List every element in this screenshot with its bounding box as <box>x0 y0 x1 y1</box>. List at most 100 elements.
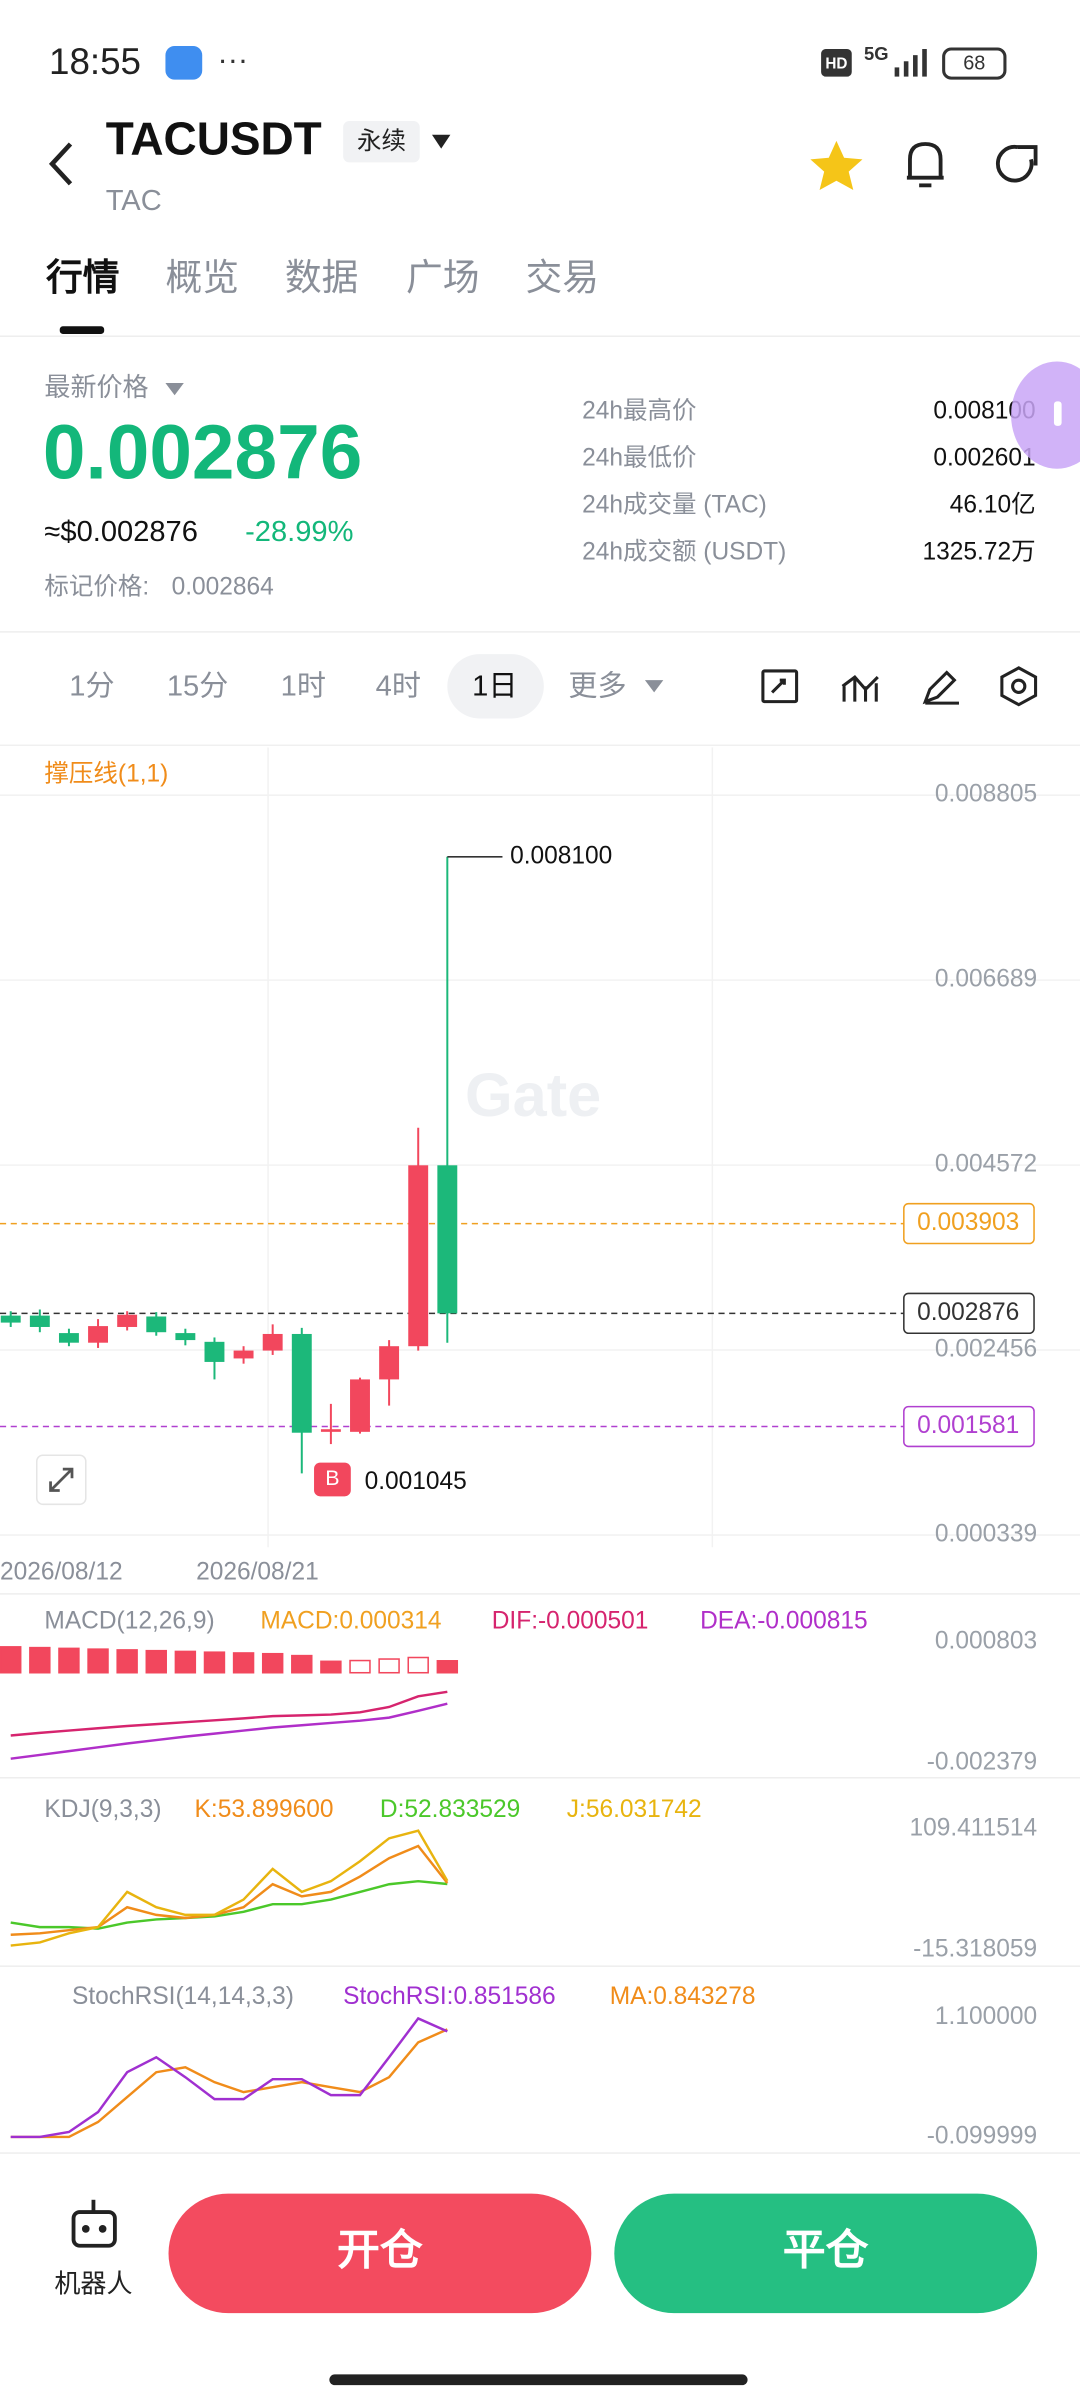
stoch-pane: StochRSI(14,14,3,3) StochRSI:0.851586 MA:0… <box>10 1983 1073 2149</box>
interval[interactable]: 15分 <box>167 671 228 703</box>
open-button[interactable] <box>168 2193 592 2314</box>
battery <box>942 47 1007 80</box>
home-indicator <box>329 2374 748 2386</box>
candle-body <box>29 1315 50 1327</box>
interval[interactable]: 1时 <box>281 670 326 703</box>
level-label: 0.001581 <box>917 1412 1019 1439</box>
candle-body <box>117 1314 138 1327</box>
date-label: 2026/08/21 <box>196 1559 319 1586</box>
macd-bar <box>145 1649 167 1674</box>
stat-value: 46.10亿 <box>950 491 1036 519</box>
macd-bar <box>407 1656 429 1674</box>
robot-eye <box>81 2225 90 2233</box>
y-tick-label: -0.099999 <box>927 2122 1037 2149</box>
candle-body <box>58 1333 79 1343</box>
macd-bar <box>58 1647 80 1674</box>
candle-body <box>350 1379 370 1432</box>
tab-indicator <box>59 326 105 334</box>
divider <box>0 1593 1080 1595</box>
open-label[interactable]: 开仓 <box>337 2227 423 2275</box>
tab[interactable]: 概览 <box>165 257 239 298</box>
candle-body <box>204 1341 225 1362</box>
close-label[interactable]: 平仓 <box>783 2227 869 2275</box>
divider <box>0 2152 1080 2154</box>
low-label: 0.001045 <box>365 1468 467 1495</box>
stat-label: 24h最高价 <box>582 397 696 425</box>
stat-label: 24h成交量 (TAC) <box>582 491 767 519</box>
y-tick-label: 0.000339 <box>935 1521 1037 1548</box>
y-tick-label: 0.008805 <box>935 781 1037 808</box>
indicator-line <box>10 2028 448 2139</box>
candle-body <box>408 1165 429 1347</box>
indicator-label: KDJ(9,3,3) <box>44 1796 161 1823</box>
indicator-line <box>10 1829 449 1947</box>
chart-tools[interactable] <box>761 666 1038 707</box>
hd-badge <box>821 49 852 77</box>
date-label: 2026/08/12 <box>0 1559 123 1586</box>
macd-bar <box>378 1658 400 1674</box>
candle-body <box>146 1316 167 1333</box>
robot-icon[interactable] <box>71 2199 117 2248</box>
buy-marker: B <box>325 1466 339 1490</box>
robot-label[interactable]: 机器人 <box>54 2268 132 2298</box>
y-tick-label: 0.006689 <box>935 966 1037 993</box>
candle-body <box>379 1346 400 1380</box>
indicator-label: StochRSI(14,14,3,3) <box>72 1983 294 2010</box>
indicator-label: MACD(12,26,9) <box>44 1608 214 1635</box>
divider <box>0 335 1080 338</box>
price-label: 最新价格 <box>44 372 148 402</box>
tab[interactable]: 行情 <box>46 257 120 298</box>
tag[interactable]: 永续 <box>357 127 406 155</box>
clock: 18:55 <box>49 41 141 82</box>
y-tick-label: 0.004572 <box>935 1151 1037 1178</box>
interval[interactable]: 4时 <box>376 670 421 703</box>
back[interactable] <box>48 142 73 186</box>
signal <box>894 49 927 77</box>
close-button[interactable] <box>614 2193 1038 2314</box>
expand-icon <box>49 1467 74 1492</box>
price-chart: 0.000339 0.002456 0.004572 0.006689 0.008805… <box>0 747 1080 1548</box>
more-dropdown[interactable] <box>644 680 664 693</box>
macd-bar <box>232 1652 255 1674</box>
tabs: 行情 概览 数据 广场 交易 <box>46 257 599 298</box>
indicator-label: K:53.899600 <box>195 1796 334 1823</box>
candle-body <box>88 1326 108 1343</box>
interval[interactable]: 1日 <box>472 671 517 703</box>
macd-pane: MACD(12,26,9) MACD:0.000314 DIF:-0.000501 D… <box>0 1608 1073 1776</box>
tab[interactable]: 数据 <box>285 257 359 298</box>
alert[interactable] <box>906 142 944 188</box>
macd-bar <box>261 1652 284 1674</box>
floating-bubble[interactable] <box>1011 361 1080 469</box>
indicator-label: J:56.031742 <box>567 1796 702 1823</box>
indicator-label: MACD:0.000314 <box>260 1608 441 1635</box>
interval[interactable]: 更多 <box>568 670 626 703</box>
mark-label: 标记价格: <box>44 573 149 601</box>
indicator-line <box>10 2016 448 2139</box>
stat-label: 24h最低价 <box>582 444 696 472</box>
candle-body <box>262 1333 283 1351</box>
y-tick-label: 109.411514 <box>909 1815 1037 1842</box>
macd-line <box>10 1690 448 1737</box>
macd-bar <box>291 1654 313 1674</box>
share[interactable] <box>995 144 1038 183</box>
tab[interactable]: 交易 <box>525 257 599 298</box>
indicator-line <box>10 1844 449 1936</box>
tab[interactable]: 广场 <box>406 257 480 298</box>
indicator-label: D:52.833529 <box>380 1796 520 1823</box>
macd-bar <box>203 1651 226 1674</box>
hd: HD <box>825 55 847 72</box>
macd-bar <box>174 1650 197 1674</box>
interval[interactable]: 1分 <box>69 671 114 703</box>
level-box <box>903 1292 1035 1335</box>
network: 5G <box>864 43 889 64</box>
macd-bar <box>29 1646 51 1674</box>
kdj-pane: KDJ(9,3,3) K:53.899600 D:52.833529 J:56.031… <box>10 1796 1073 1963</box>
favorite[interactable] <box>810 140 863 190</box>
candle-body <box>291 1333 312 1433</box>
price-dropdown[interactable] <box>165 382 184 396</box>
tag-bg[interactable] <box>343 121 420 163</box>
y-tick-label: -15.318059 <box>913 1936 1037 1963</box>
dropdown[interactable] <box>432 134 451 149</box>
